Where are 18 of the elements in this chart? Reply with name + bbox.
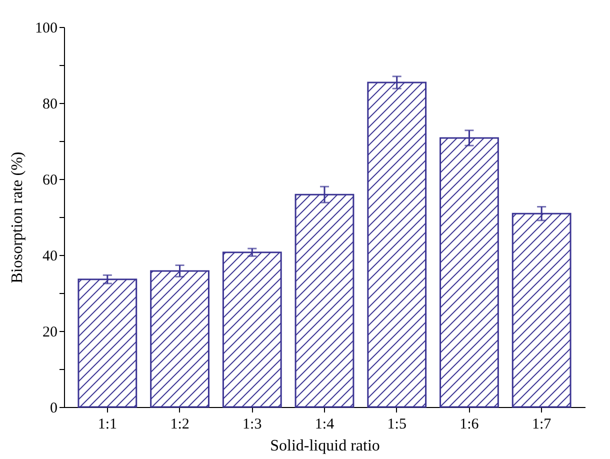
x-tick-label: 1:2 [170, 416, 190, 432]
x-axis-title: Solid-liquid ratio [270, 438, 380, 454]
y-tick-label: 40 [42, 248, 58, 264]
y-tick-label: 0 [50, 400, 58, 416]
bar [78, 278, 138, 408]
x-tick-label: 1:3 [242, 416, 262, 432]
x-tick-label: 1:5 [387, 416, 406, 432]
y-axis-title: Biosorption rate (%) [9, 152, 26, 284]
bar [150, 270, 210, 408]
y-tick-label: 80 [42, 96, 58, 112]
x-tick-label: 1:7 [532, 416, 552, 432]
y-tick-label: 100 [35, 20, 58, 36]
y-tick-label: 20 [42, 324, 58, 340]
x-tick-label: 1:6 [460, 416, 480, 432]
x-tick-label: 1:1 [98, 416, 118, 432]
bar [222, 252, 282, 408]
x-tick-label: 1:4 [314, 416, 335, 432]
y-tick-label: 60 [42, 172, 58, 188]
